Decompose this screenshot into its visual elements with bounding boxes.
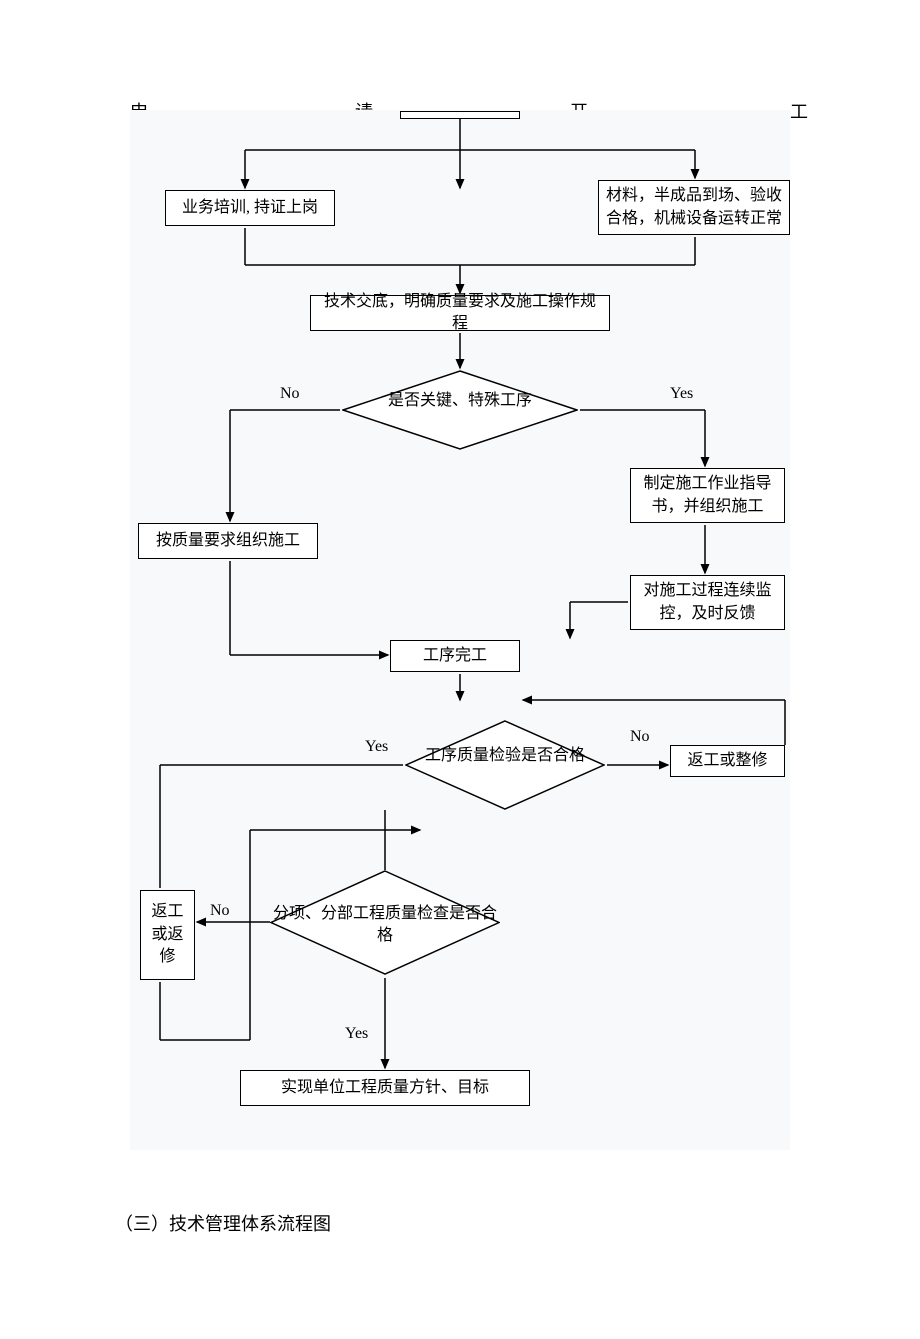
node-rework_right: 返工或整修: [670, 745, 785, 777]
node-decision_inspect: 工序质量检验是否合格: [405, 720, 605, 810]
node-monitor: 对施工过程连续监控，及时反馈: [630, 575, 785, 630]
node-goal: 实现单位工程质量方针、目标: [240, 1070, 530, 1106]
node-tech_disclosure: 技术交底，明确质量要求及施工操作规程: [310, 295, 610, 331]
node-by_quality: 按质量要求组织施工: [138, 523, 318, 559]
edge-label-0: No: [280, 385, 300, 403]
edge-label-5: Yes: [345, 1025, 368, 1043]
edge-label-2: Yes: [365, 738, 388, 756]
node-rework_left: 返工或返修: [140, 890, 195, 980]
section-caption: （三）技术管理体系流程图: [115, 1210, 331, 1236]
edge-label-4: No: [210, 902, 230, 920]
node-label-decision_key: 是否关键、特殊工序: [342, 390, 578, 412]
node-decision_key: 是否关键、特殊工序: [342, 370, 578, 450]
node-start_stub: [400, 111, 520, 119]
node-label-decision_inspect: 工序质量检验是否合格: [405, 745, 605, 767]
node-training: 业务培训, 持证上岗: [165, 190, 335, 226]
edge-label-3: No: [630, 728, 650, 746]
flowchart-region: 业务培训, 持证上岗 材料，半成品到场、验收合格，机械设备运转正常技术交底，明确质…: [130, 110, 790, 1150]
node-materials: 材料，半成品到场、验收合格，机械设备运转正常: [598, 180, 790, 235]
flowchart-edges: [130, 110, 790, 1150]
node-decision_sub: 分项、分部工程质量检查是否合格: [270, 870, 500, 975]
header-char-4: 工: [790, 98, 808, 124]
node-complete: 工序完工: [390, 640, 520, 672]
node-make_guide: 制定施工作业指导书，并组织施工: [630, 468, 785, 523]
edge-label-1: Yes: [670, 385, 693, 403]
node-label-decision_sub: 分项、分部工程质量检查是否合格: [270, 903, 500, 948]
